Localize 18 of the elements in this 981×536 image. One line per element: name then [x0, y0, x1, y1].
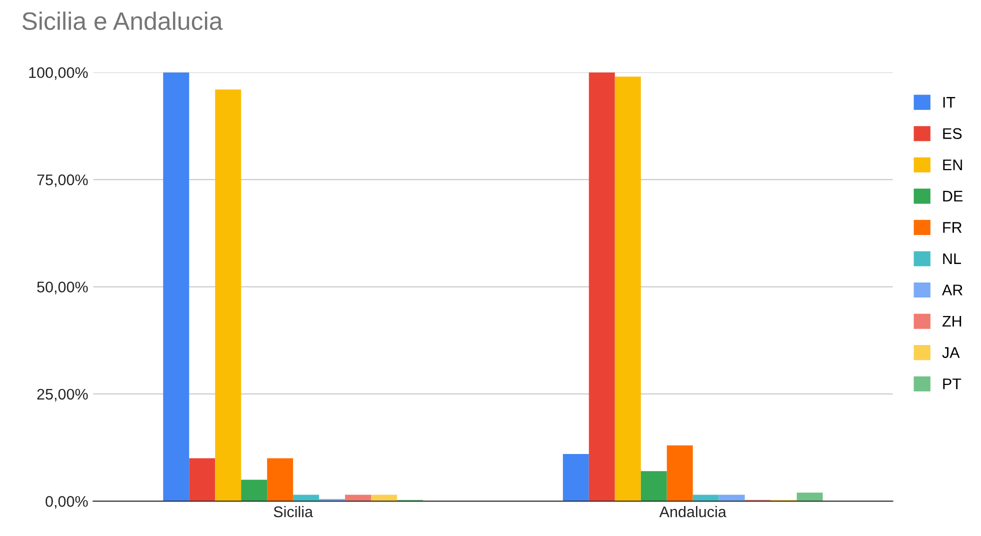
x-tick-label: Sicilia: [274, 506, 314, 518]
legend-label: EN: [943, 160, 962, 170]
y-tick-label: 0,00%: [46, 496, 88, 509]
y-tick-label: 50,00%: [37, 282, 88, 294]
y-tick-label: 75,00%: [37, 174, 88, 188]
legend-label: FR: [943, 222, 962, 233]
legend-label: ES: [943, 128, 962, 139]
chart-title: Sicilia e Andalucia: [22, 12, 223, 30]
x-tick-label: Andalucia: [659, 506, 726, 518]
legend-label: ZH: [942, 316, 962, 327]
y-tick-label: 25,00%: [37, 388, 88, 402]
legend-label: PT: [943, 378, 962, 390]
legend-label: DE: [943, 190, 963, 202]
legend-label: AR: [942, 284, 962, 296]
legend-label: IT: [943, 97, 956, 108]
legend-label: JA: [942, 347, 960, 358]
legend-label: NL: [943, 253, 961, 264]
y-tick-label: 100,00%: [29, 67, 88, 80]
